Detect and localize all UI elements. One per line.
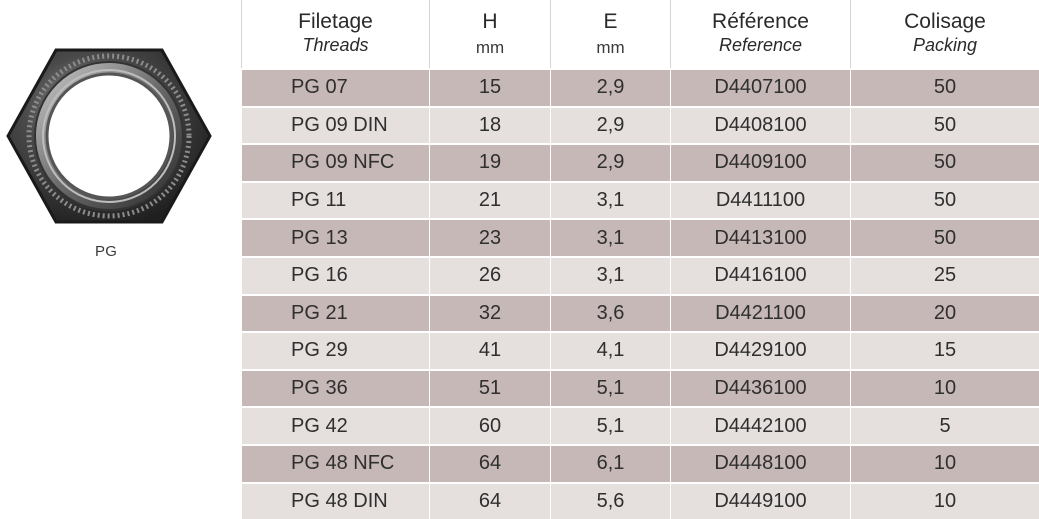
cell-packing: 10 [851,445,1039,483]
cell-threads: PG 07 [242,69,430,107]
cell-h: 64 [430,445,551,483]
cell-threads: PG 29 [242,332,430,370]
cell-h: 51 [430,370,551,408]
cell-e: 4,1 [551,332,671,370]
cell-packing: 50 [851,182,1039,220]
header-threads: Filetage Threads [242,0,430,69]
header-reference: Référence Reference [671,0,851,69]
cell-packing: 50 [851,144,1039,182]
cell-threads: PG 48 DIN [242,483,430,519]
cell-threads: PG 16 [242,257,430,295]
cell-reference: D4416100 [671,257,851,295]
cell-threads: PG 09 NFC [242,144,430,182]
header-e: E mm [551,0,671,69]
cell-reference: D4407100 [671,69,851,107]
cell-h: 23 [430,219,551,257]
cell-reference: D4421100 [671,295,851,333]
spec-table-panel: Filetage Threads H mm E mm Référence Ref… [241,0,1039,497]
hex-lock-nut-photo [4,44,212,226]
cell-e: 2,9 [551,107,671,145]
cell-threads: PG 11 [242,182,430,220]
cell-reference: D4442100 [671,407,851,445]
cell-packing: 20 [851,295,1039,333]
header-packing: Colisage Packing [851,0,1039,69]
cell-packing: 25 [851,257,1039,295]
cell-h: 15 [430,69,551,107]
cell-e: 3,6 [551,295,671,333]
cell-h: 64 [430,483,551,519]
cell-h: 26 [430,257,551,295]
cell-threads: PG 48 NFC [242,445,430,483]
cell-reference: D4413100 [671,219,851,257]
cell-reference: D4449100 [671,483,851,519]
cell-packing: 50 [851,219,1039,257]
cell-e: 2,9 [551,144,671,182]
cell-threads: PG 42 [242,407,430,445]
cell-packing: 50 [851,69,1039,107]
cell-h: 21 [430,182,551,220]
cell-h: 41 [430,332,551,370]
table-header-row: Filetage Threads H mm E mm Référence Ref… [242,0,1039,69]
cell-threads: PG 13 [242,219,430,257]
cell-e: 3,1 [551,257,671,295]
cell-e: 5,1 [551,370,671,408]
cell-packing: 50 [851,107,1039,145]
cell-packing: 5 [851,407,1039,445]
cell-threads: PG 21 [242,295,430,333]
cell-h: 60 [430,407,551,445]
cell-h: 32 [430,295,551,333]
cell-e: 5,6 [551,483,671,519]
cell-e: 6,1 [551,445,671,483]
cell-threads: PG 09 DIN [242,107,430,145]
cell-packing: 10 [851,370,1039,408]
header-h: H mm [430,0,551,69]
spec-table: Filetage Threads H mm E mm Référence Ref… [241,0,1039,519]
cell-h: 19 [430,144,551,182]
cell-reference: D4408100 [671,107,851,145]
cell-packing: 15 [851,332,1039,370]
product-label: PG [95,243,117,260]
cell-h: 18 [430,107,551,145]
product-panel: PG [0,0,240,497]
cell-packing: 10 [851,483,1039,519]
cell-reference: D4429100 [671,332,851,370]
cell-e: 5,1 [551,407,671,445]
cell-e: 3,1 [551,182,671,220]
cell-reference: D4409100 [671,144,851,182]
cell-e: 2,9 [551,69,671,107]
cell-reference: D4436100 [671,370,851,408]
cell-reference: D4411100 [671,182,851,220]
cell-reference: D4448100 [671,445,851,483]
cell-e: 3,1 [551,219,671,257]
cell-threads: PG 36 [242,370,430,408]
